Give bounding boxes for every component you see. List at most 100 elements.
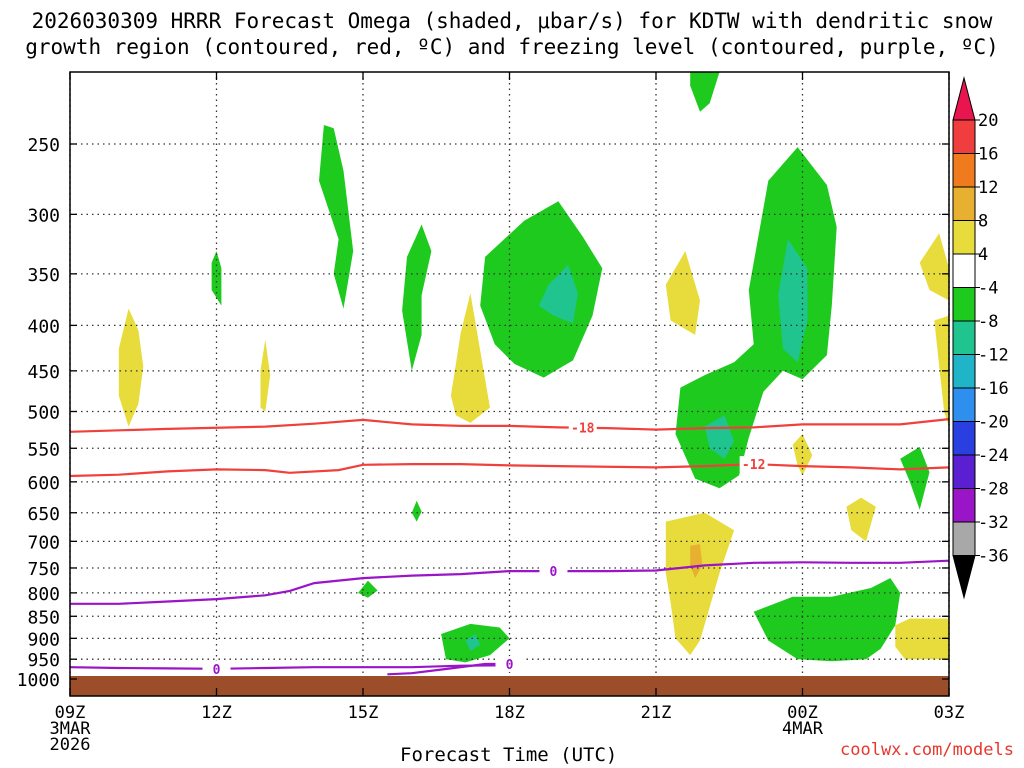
rising-omega-area xyxy=(118,308,144,427)
colorbar-segment xyxy=(952,521,976,556)
sinking-omega-area xyxy=(465,634,481,651)
contour-label: -12 xyxy=(742,458,765,473)
contour-label-bg xyxy=(495,656,524,673)
x-tick-label: 09Z xyxy=(55,703,86,723)
rising-omega-area xyxy=(665,512,735,656)
colorbar-label: -16 xyxy=(978,379,1009,399)
x-tick-label: 12Z xyxy=(201,703,232,723)
colorbar-label: -12 xyxy=(978,346,1009,366)
chart-title-line-1: 2026030309 HRRR Forecast Omega (shaded, … xyxy=(31,9,993,33)
colorbar-label: 20 xyxy=(978,111,998,131)
sinking-omega-area xyxy=(704,415,735,459)
site-credit-link[interactable]: coolwx.com/models xyxy=(840,740,1014,760)
sinking-omega-area xyxy=(402,224,432,371)
sinking-omega-area xyxy=(675,147,837,489)
y-tick-label: 850 xyxy=(27,607,60,628)
x-tick-label: 21Z xyxy=(641,703,672,723)
rising-omega-area xyxy=(919,233,949,301)
y-tick-label: 300 xyxy=(27,205,60,226)
x-tick-label: 4MAR xyxy=(782,719,824,739)
sinking-omega-area xyxy=(538,264,578,324)
sinking-omega-area xyxy=(358,580,378,598)
colorbar-label: 8 xyxy=(978,212,988,232)
colorbar-segment xyxy=(952,354,976,389)
sinking-omega-area xyxy=(690,72,720,112)
y-tick-label: 350 xyxy=(27,265,60,286)
x-axis-title: Forecast Time (UTC) xyxy=(400,744,618,766)
colorbar-label: -4 xyxy=(978,279,998,299)
rising-omega-area xyxy=(934,315,949,427)
contour-label-bg xyxy=(539,563,568,580)
x-tick-label: 3MAR xyxy=(50,719,92,739)
colorbar-label: -36 xyxy=(978,547,1009,567)
contour-line xyxy=(70,559,950,605)
axes: 2503003504004505005506006507007508008509… xyxy=(17,71,965,755)
y-tick-label: 750 xyxy=(27,559,60,580)
x-tick-label: 03Z xyxy=(934,703,965,723)
contour-label: -18 xyxy=(571,422,595,437)
colorbar-segment xyxy=(952,253,976,288)
colorbar: 20 16 12 8 4 -4 -8 -12 -16 -20 -24 -28 -32 -36 xyxy=(952,76,1009,600)
ground-surface xyxy=(70,676,949,696)
colorbar-segment xyxy=(952,220,976,255)
contour-line xyxy=(69,462,950,478)
y-tick-label: 900 xyxy=(27,629,60,650)
x-tick-label: 00Z xyxy=(787,703,818,723)
colorbar-segment xyxy=(952,421,976,456)
colorbar-segment xyxy=(952,153,976,188)
rising-omega-area xyxy=(450,293,490,423)
contour-line xyxy=(69,664,510,670)
colorbar-label: -28 xyxy=(978,480,1009,500)
colorbar-segment xyxy=(952,454,976,489)
rising-omega-area xyxy=(895,618,949,660)
y-tick-label: 1000 xyxy=(17,670,60,691)
contour-label: 0 xyxy=(213,663,221,678)
contour-label-bg xyxy=(568,419,597,436)
contour-line xyxy=(69,418,950,433)
colorbar-segment xyxy=(952,488,976,523)
colorbar-segment xyxy=(952,186,976,221)
contour-label-bg xyxy=(739,456,768,473)
sinking-omega-area xyxy=(319,125,354,309)
colorbar-label: 16 xyxy=(978,145,998,165)
colorbar-arrow-top xyxy=(952,76,976,121)
contour-label-bg xyxy=(202,660,231,677)
y-tick-label: 700 xyxy=(27,532,60,553)
y-tick-label: 250 xyxy=(27,135,60,156)
omega-shading-layer xyxy=(118,72,949,663)
x-tick-label: 15Z xyxy=(348,703,379,723)
colorbar-label: -8 xyxy=(978,312,998,332)
colorbar-segment xyxy=(952,387,976,422)
colorbar-arrow-bottom xyxy=(952,555,976,600)
colorbar-label: 4 xyxy=(978,245,988,265)
y-tick-label: 950 xyxy=(27,650,60,671)
contour-label: 0 xyxy=(550,565,558,580)
contour-label: 0 xyxy=(506,658,514,673)
sinking-omega-area xyxy=(753,578,901,662)
sinking-omega-area xyxy=(480,201,603,378)
y-tick-label: 400 xyxy=(27,316,60,337)
temperature-contours: -18 -12 0 0 0 xyxy=(69,418,950,678)
colorbar-segment xyxy=(952,320,976,355)
colorbar-label: -20 xyxy=(978,413,1009,433)
sinking-omega-area xyxy=(211,251,222,306)
y-tick-label: 450 xyxy=(27,362,60,383)
rising-omega-area xyxy=(260,339,271,412)
colorbar-segment xyxy=(952,119,976,154)
y-tick-label: 550 xyxy=(27,439,60,460)
y-tick-label: 600 xyxy=(27,473,60,494)
rising-omega-area xyxy=(690,544,703,579)
sinking-omega-area xyxy=(900,446,930,510)
colorbar-label: -32 xyxy=(978,513,1009,533)
x-tick-label: 2026 xyxy=(50,735,91,755)
sinking-omega-area xyxy=(411,500,422,522)
x-tick-label: 18Z xyxy=(494,703,525,723)
contour-line xyxy=(387,662,510,676)
y-tick-label: 650 xyxy=(27,504,60,525)
colorbar-label: 12 xyxy=(978,178,998,198)
y-tick-label: 500 xyxy=(27,403,60,424)
colorbar-label: -24 xyxy=(978,446,1009,466)
colorbar-segment xyxy=(952,287,976,322)
y-tick-label: 800 xyxy=(27,584,60,605)
